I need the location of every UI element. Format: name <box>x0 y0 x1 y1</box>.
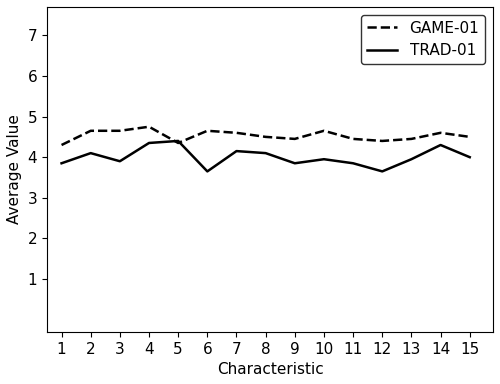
GAME-01 <box>466 134 472 139</box>
GAME-01 <box>234 131 239 135</box>
GAME-01 <box>350 137 356 141</box>
TRAD-01 <box>466 155 472 159</box>
TRAD-01 <box>117 159 123 164</box>
Line: TRAD-01: TRAD-01 <box>62 141 470 171</box>
TRAD-01 <box>234 149 239 153</box>
Legend: GAME-01, TRAD-01: GAME-01, TRAD-01 <box>360 15 486 65</box>
Line: GAME-01: GAME-01 <box>62 127 470 145</box>
GAME-01 <box>408 137 414 141</box>
GAME-01 <box>292 137 298 141</box>
TRAD-01 <box>321 157 327 162</box>
GAME-01 <box>58 143 64 147</box>
GAME-01 <box>175 141 181 145</box>
GAME-01 <box>262 134 268 139</box>
GAME-01 <box>204 129 210 133</box>
X-axis label: Characteristic: Characteristic <box>216 362 324 377</box>
TRAD-01 <box>292 161 298 166</box>
GAME-01 <box>321 129 327 133</box>
GAME-01 <box>380 139 386 143</box>
TRAD-01 <box>350 161 356 166</box>
GAME-01 <box>117 129 123 133</box>
TRAD-01 <box>204 169 210 174</box>
TRAD-01 <box>262 151 268 156</box>
GAME-01 <box>88 129 94 133</box>
GAME-01 <box>438 131 444 135</box>
TRAD-01 <box>380 169 386 174</box>
TRAD-01 <box>58 161 64 166</box>
Y-axis label: Average Value: Average Value <box>7 114 22 224</box>
TRAD-01 <box>175 139 181 143</box>
TRAD-01 <box>438 143 444 147</box>
TRAD-01 <box>88 151 94 156</box>
GAME-01 <box>146 124 152 129</box>
TRAD-01 <box>146 141 152 145</box>
TRAD-01 <box>408 157 414 162</box>
